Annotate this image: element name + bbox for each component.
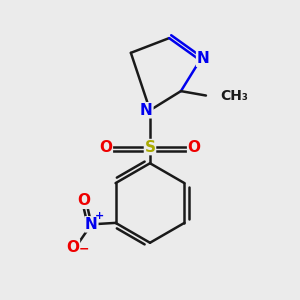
Text: +: +	[95, 211, 104, 221]
Text: O: O	[66, 239, 80, 254]
Text: O: O	[99, 140, 112, 154]
Text: −: −	[78, 243, 89, 256]
Text: S: S	[145, 140, 155, 154]
Text: O: O	[188, 140, 201, 154]
Text: N: N	[140, 103, 153, 118]
Text: CH₃: CH₃	[221, 88, 248, 103]
Text: O: O	[78, 193, 91, 208]
Text: N: N	[85, 217, 98, 232]
Text: N: N	[196, 51, 209, 66]
